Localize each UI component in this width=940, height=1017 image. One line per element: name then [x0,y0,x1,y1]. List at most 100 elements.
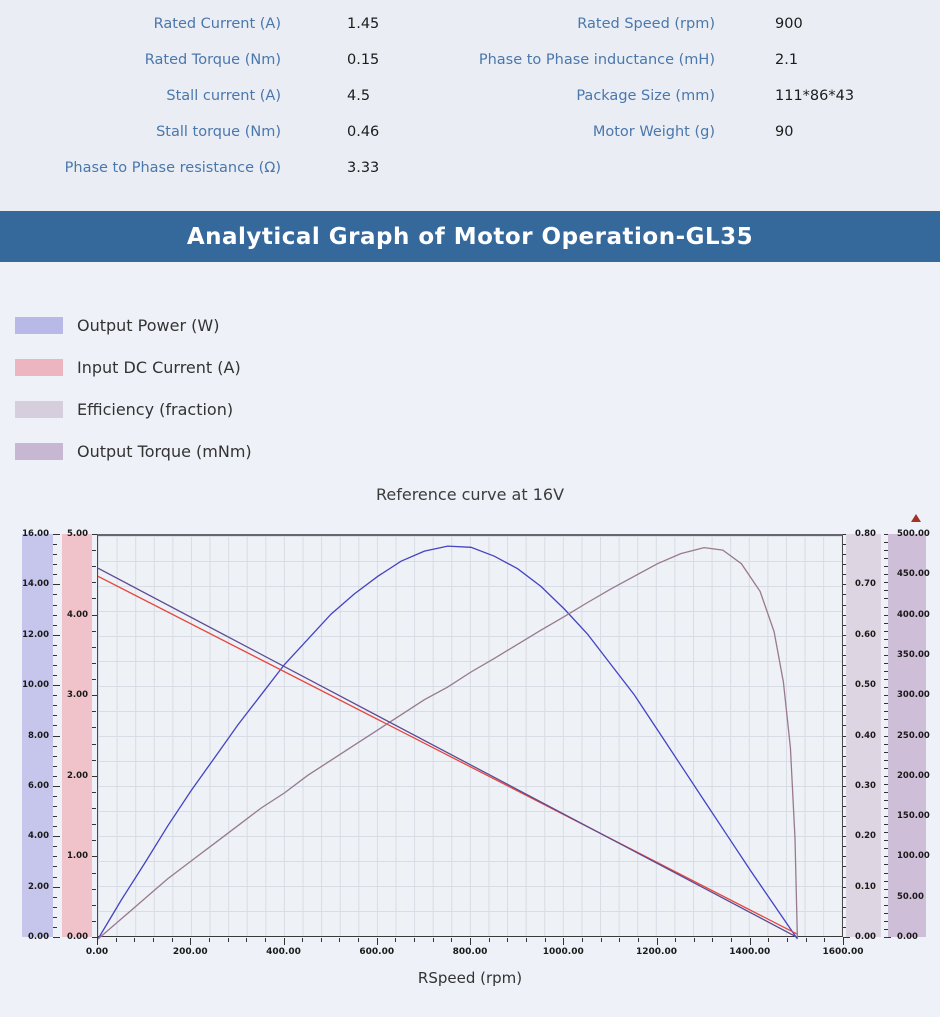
axis-tick-label: 450.00 [897,569,930,580]
tick-mark [92,743,96,745]
legend-swatch-output-torque [15,442,63,460]
tick-mark [843,906,847,908]
axis-tick-label: 0.80 [855,529,876,539]
tick-mark [53,816,57,818]
x-axis-tick-label: 1600.00 [822,947,864,957]
x-axis-tick-label: 600.00 [359,947,395,957]
tick-mark [53,937,60,938]
tick-mark [53,785,60,787]
axis-tick-label: 0.00 [855,932,876,942]
axis-tick-label: 12.00 [22,629,49,640]
tick-mark [53,916,57,918]
x-axis-title: RSpeed (rpm) [417,969,523,987]
tick-mark [92,937,99,938]
tick-mark [53,836,60,838]
axis-tick-label: 4.00 [28,831,49,842]
tick-mark [884,622,888,624]
tick-mark [843,604,847,606]
tick-mark [884,671,888,673]
tick-mark [843,937,850,938]
tick-mark [92,679,96,681]
tick-mark [749,938,751,945]
tick-mark [843,594,847,596]
tick-mark [451,938,453,942]
tick-mark [53,564,57,566]
tick-mark [53,594,57,596]
axis-tick-label: 0.50 [855,680,876,691]
spec-value: 3.33 [347,160,380,176]
tick-mark [843,695,847,697]
tick-mark [246,938,248,942]
tick-mark [768,938,770,942]
tick-mark [53,906,57,908]
y-axis-ticks-output-power [53,534,60,938]
tick-mark [600,938,602,942]
tick-mark [53,695,57,697]
tick-mark [115,938,117,942]
tick-mark [884,566,888,568]
tick-mark [884,679,888,681]
tick-mark [656,938,658,945]
tick-mark [92,662,96,664]
tick-mark [53,755,57,757]
tick-mark [884,816,891,818]
spec-label: Stall torque (Nm) [156,124,281,140]
legend-item-efficiency: Efficiency (fraction) [15,400,940,419]
axis-tick-label: 100.00 [897,851,930,862]
tick-mark [843,916,847,918]
tick-mark [884,937,891,938]
tick-mark [97,938,98,945]
tick-mark [53,574,57,576]
tick-mark [843,654,847,656]
legend-swatch-output-power [15,316,63,334]
tick-mark [884,832,888,834]
tick-mark [581,938,583,942]
tick-mark [171,938,173,942]
spec-value: 4.5 [347,88,371,104]
tick-mark [92,791,96,793]
axis-tick-label: 0.00 [897,932,918,942]
x-axis-tick-label: 1400.00 [729,947,771,957]
tick-mark [339,938,341,942]
tick-mark [53,675,57,677]
axis-tick-label: 0.10 [855,881,876,892]
tick-mark [884,687,888,689]
tick-mark [884,735,891,737]
spec-value: 2.1 [775,52,799,68]
tick-mark [302,938,304,942]
y-axis-input-dc-current: 5.00 4.00 3.00 2.00 1.00 0.00 [62,529,92,942]
tick-mark [843,755,847,757]
tick-mark [53,544,57,546]
axis-tick-label: 0.70 [855,579,876,590]
legend-swatch-efficiency [15,400,63,418]
tick-mark [470,938,471,945]
y-axis-ticks-input-dc-current [92,534,99,938]
tick-mark [884,759,888,761]
tick-mark [92,727,96,729]
x-axis-ticks [97,938,844,945]
tick-mark [53,735,60,737]
tick-mark [884,743,888,745]
legend-item-input-dc-current: Input DC Current (A) [15,358,940,377]
tick-mark [190,938,192,945]
tick-mark [637,938,639,942]
tick-mark [53,866,57,868]
tick-mark [53,886,60,888]
tick-mark [53,664,57,666]
axis-tick-label: 0.00 [28,932,49,942]
triangle-marker-icon [911,514,921,522]
tick-mark [787,938,789,942]
curve-efficiency [97,546,799,940]
axis-tick-label: 200.00 [897,770,930,781]
y-axis-ticks-torque [884,534,891,938]
axis-tick-label: 8.00 [28,730,49,741]
tick-mark [884,703,888,705]
tick-mark [884,928,888,930]
tick-mark [884,550,888,552]
tick-mark [712,938,714,942]
tick-mark [92,872,96,874]
tick-mark [843,675,847,677]
tick-mark [884,848,888,850]
tick-mark [53,604,57,606]
spec-label: Package Size (mm) [576,88,715,104]
